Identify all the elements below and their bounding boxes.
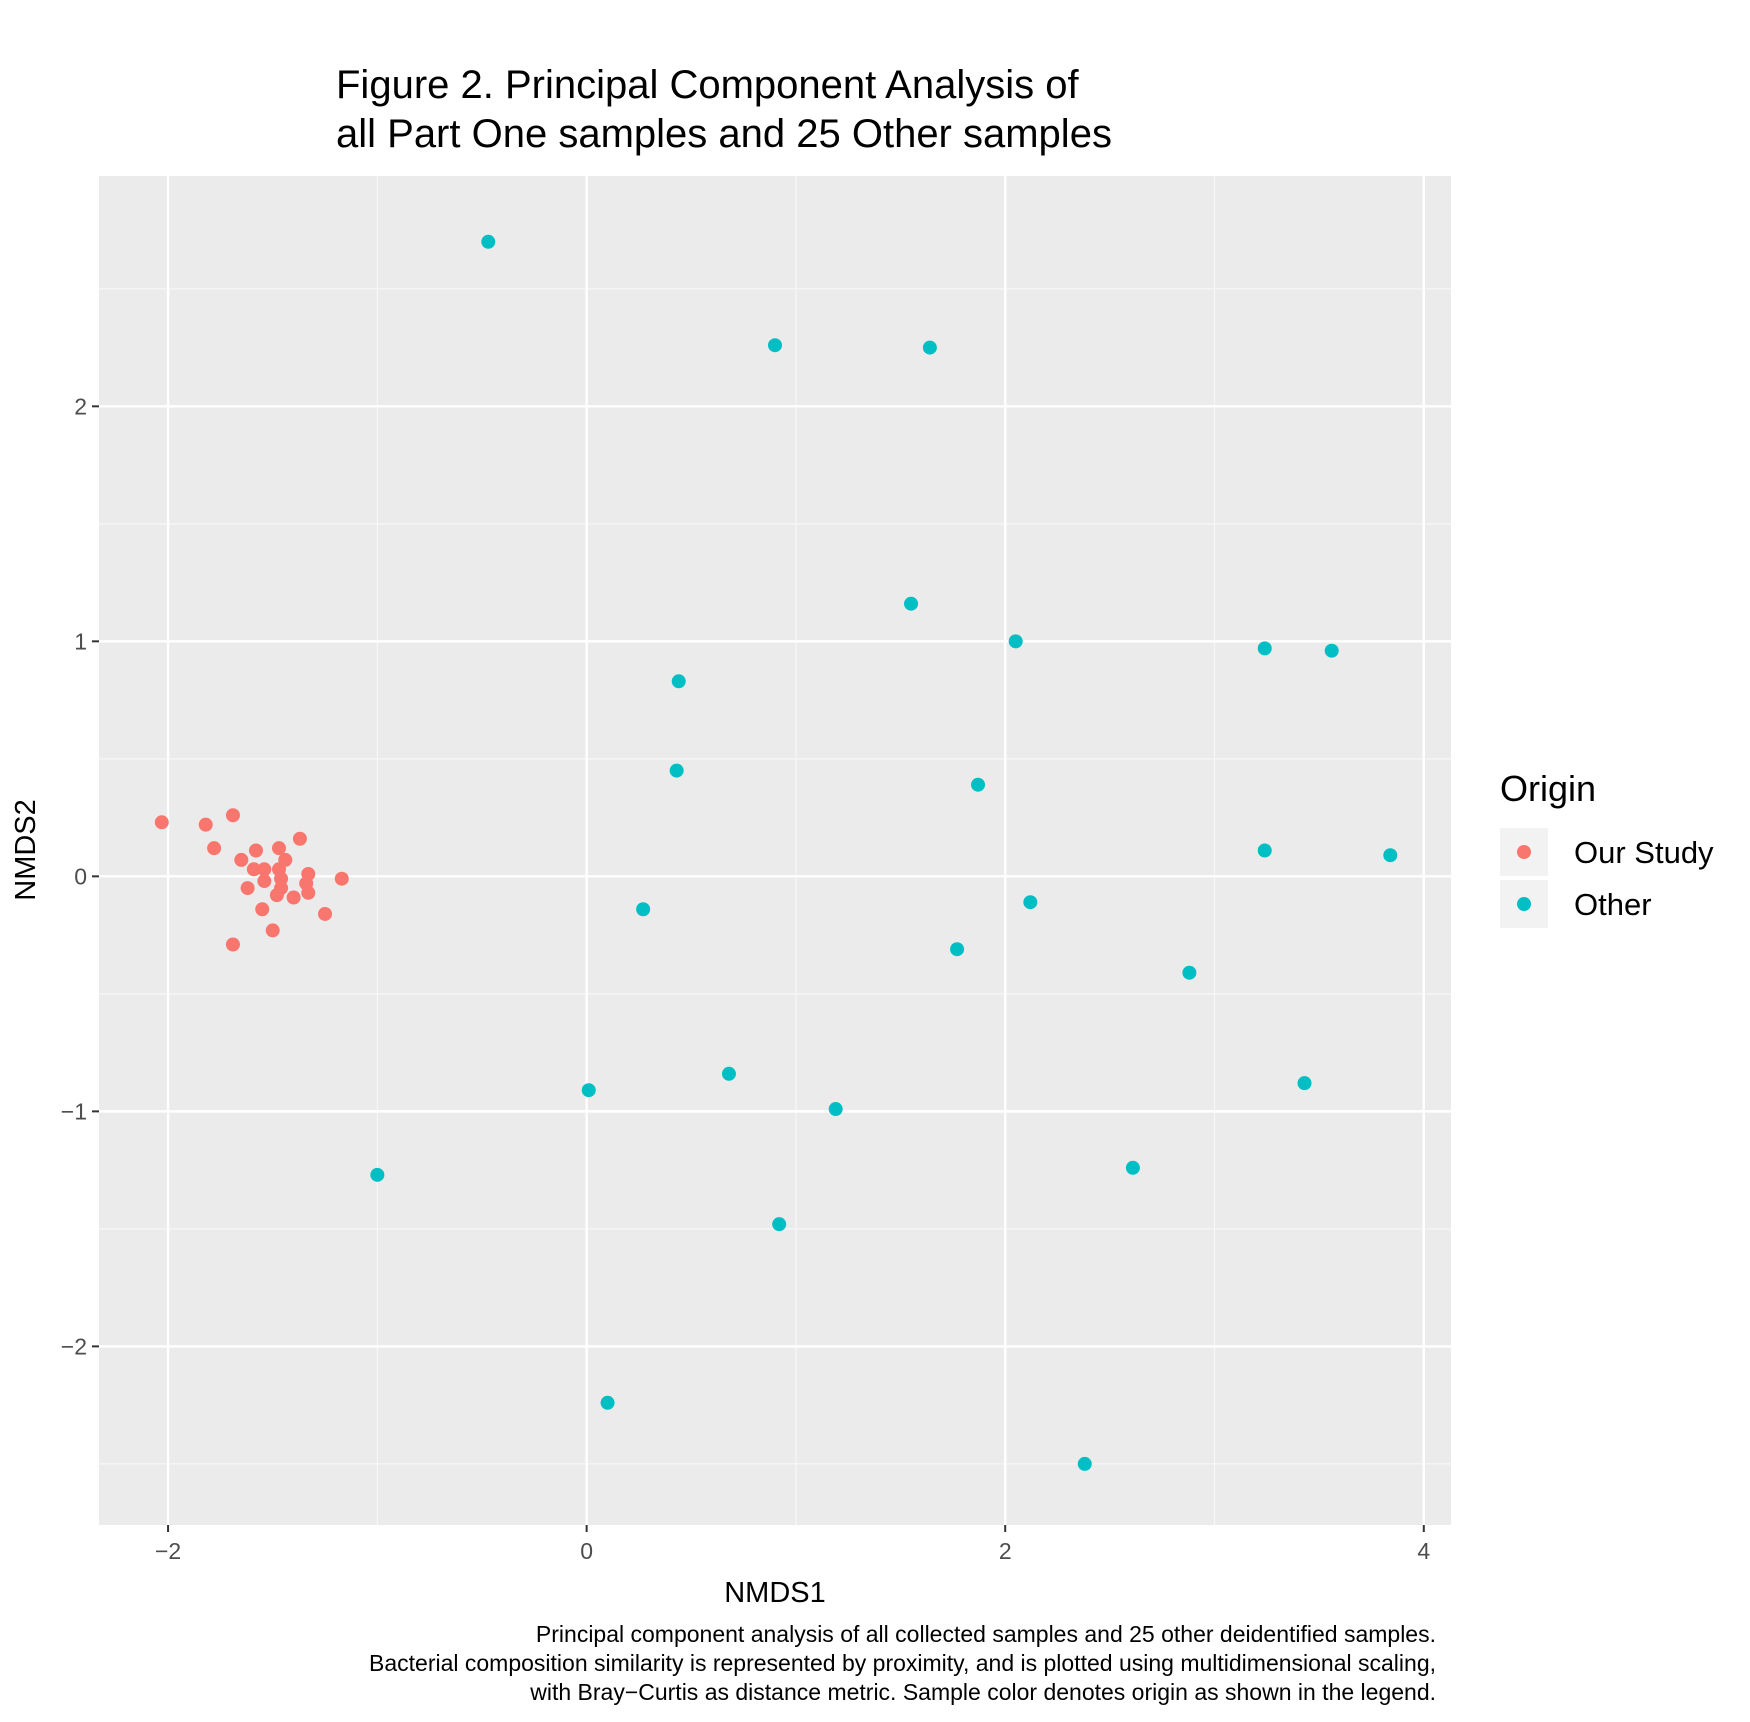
point-other [671,674,686,689]
point-our-study [292,831,307,846]
point-our-study [154,815,169,830]
x-axis-title: NMDS1 [724,1577,826,1609]
point-our-study [257,862,272,877]
point-our-study [318,906,333,921]
point-our-study [255,902,270,917]
point-other [1257,843,1272,858]
point-our-study [257,874,272,889]
legend-marker-our-study [1517,845,1531,859]
legend-label-our-study: Our Study [1574,835,1714,870]
title-line-1: Figure 2. Principal Component Analysis o… [336,63,1079,107]
caption-line-2: Bacterial composition similarity is repr… [369,1650,1436,1676]
legend-label-other: Other [1574,887,1652,922]
point-our-study [246,862,261,877]
y-tick-label: 1 [74,628,87,654]
y-tick-label: 2 [74,393,87,419]
point-our-study [248,843,263,858]
legend-marker-other [1517,897,1531,911]
point-other [370,1167,385,1182]
plot-panel [99,176,1451,1525]
title-line-2: all Part One samples and 25 Other sample… [336,112,1112,156]
point-our-study [271,841,286,856]
point-our-study [240,881,255,896]
point-our-study [274,871,289,886]
point-our-study [286,890,301,905]
point-other [1324,643,1339,658]
y-tick-label: −2 [61,1333,87,1359]
point-other [481,234,496,249]
point-our-study [225,937,240,952]
point-other [1297,1076,1312,1091]
major-gridlines [99,176,1451,1525]
point-other [768,338,782,353]
point-other [922,340,937,355]
caption-line-1: Principal component analysis of all coll… [536,1621,1436,1647]
y-tick-label: −1 [61,1098,87,1124]
point-other [971,777,986,792]
y-axis-title: NMDS2 [10,799,42,901]
point-other [772,1217,787,1232]
point-other [1182,965,1197,980]
chart-title: Figure 2. Principal Component Analysis o… [336,63,1112,156]
legend: Origin Our Study Other [1500,768,1714,928]
point-other [1008,634,1023,649]
point-our-study [234,852,249,867]
point-our-study [265,923,280,938]
point-other [600,1395,615,1410]
point-other [828,1102,843,1117]
data-points [154,234,1398,1471]
point-our-study [301,885,316,900]
point-other [1257,641,1272,656]
legend-title: Origin [1500,768,1596,809]
point-other [721,1066,736,1081]
point-other [1383,848,1398,863]
point-other [1077,1456,1092,1471]
point-our-study [207,841,222,856]
y-tick-label: 0 [74,863,87,889]
point-our-study [198,817,213,832]
x-tick-label: 4 [1417,1538,1430,1564]
x-tick-label: 2 [999,1538,1012,1564]
point-other [1125,1160,1140,1175]
x-tick-label: 0 [580,1538,593,1564]
point-other [904,596,919,611]
point-other [950,942,965,957]
point-our-study [301,867,316,882]
point-other [669,763,684,778]
x-tick-label: −2 [155,1538,181,1564]
point-our-study [278,852,293,867]
y-axis-ticks: −2 −1 0 1 2 [61,393,99,1359]
point-our-study [225,808,240,823]
x-axis-ticks: −2 0 2 4 [155,1525,1430,1564]
caption-line-3: with Bray−Curtis as distance metric. Sam… [529,1679,1436,1705]
point-other [581,1083,596,1098]
point-other [636,902,651,917]
point-our-study [334,871,349,886]
point-other [1023,895,1038,910]
figure-caption: Principal component analysis of all coll… [369,1621,1436,1705]
